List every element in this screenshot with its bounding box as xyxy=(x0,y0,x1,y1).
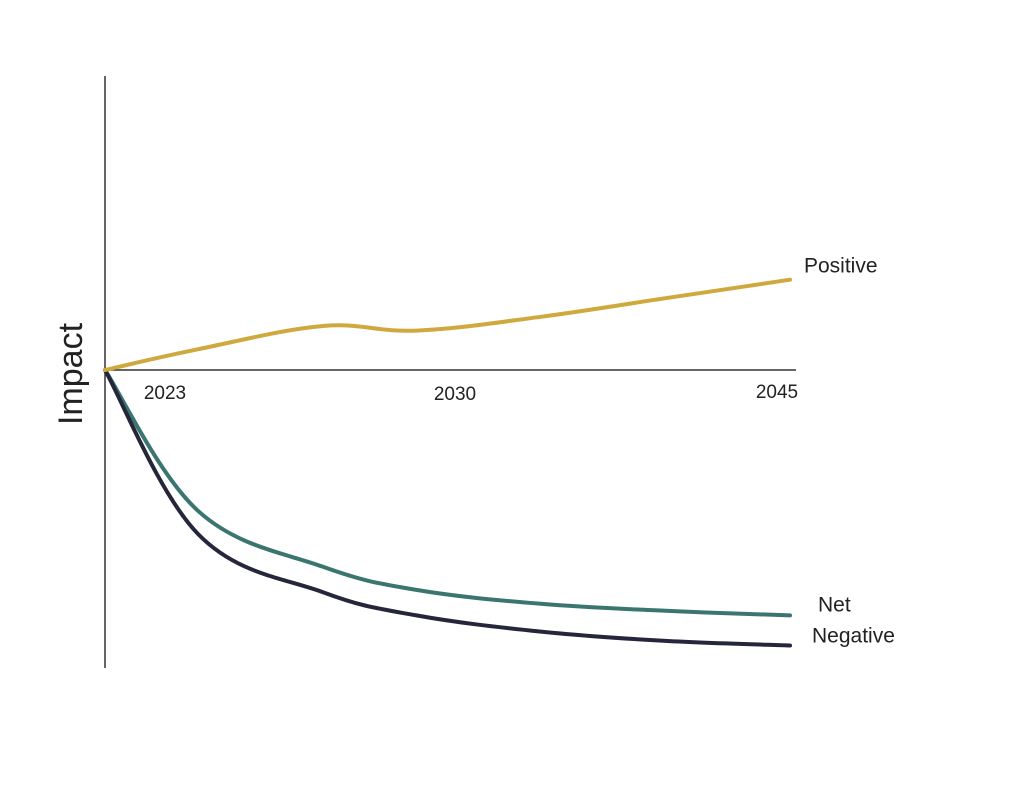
x-tick-label: 2045 xyxy=(756,382,798,403)
x-tick-label: 2030 xyxy=(434,384,476,405)
series-label-negative: Negative xyxy=(812,625,895,648)
series-group xyxy=(103,277,792,648)
series-line-net xyxy=(103,368,792,618)
axes xyxy=(104,76,796,668)
x-tick-labels: 2023 2030 2045 xyxy=(144,382,798,405)
series-line-positive xyxy=(103,277,792,372)
series-line-negative xyxy=(103,368,792,648)
series-labels: Positive Net Negative xyxy=(804,255,895,648)
series-label-positive: Positive xyxy=(804,255,878,278)
y-axis-label: Impact xyxy=(52,322,90,425)
x-tick-label: 2023 xyxy=(144,383,186,404)
series-label-net: Net xyxy=(818,593,851,616)
